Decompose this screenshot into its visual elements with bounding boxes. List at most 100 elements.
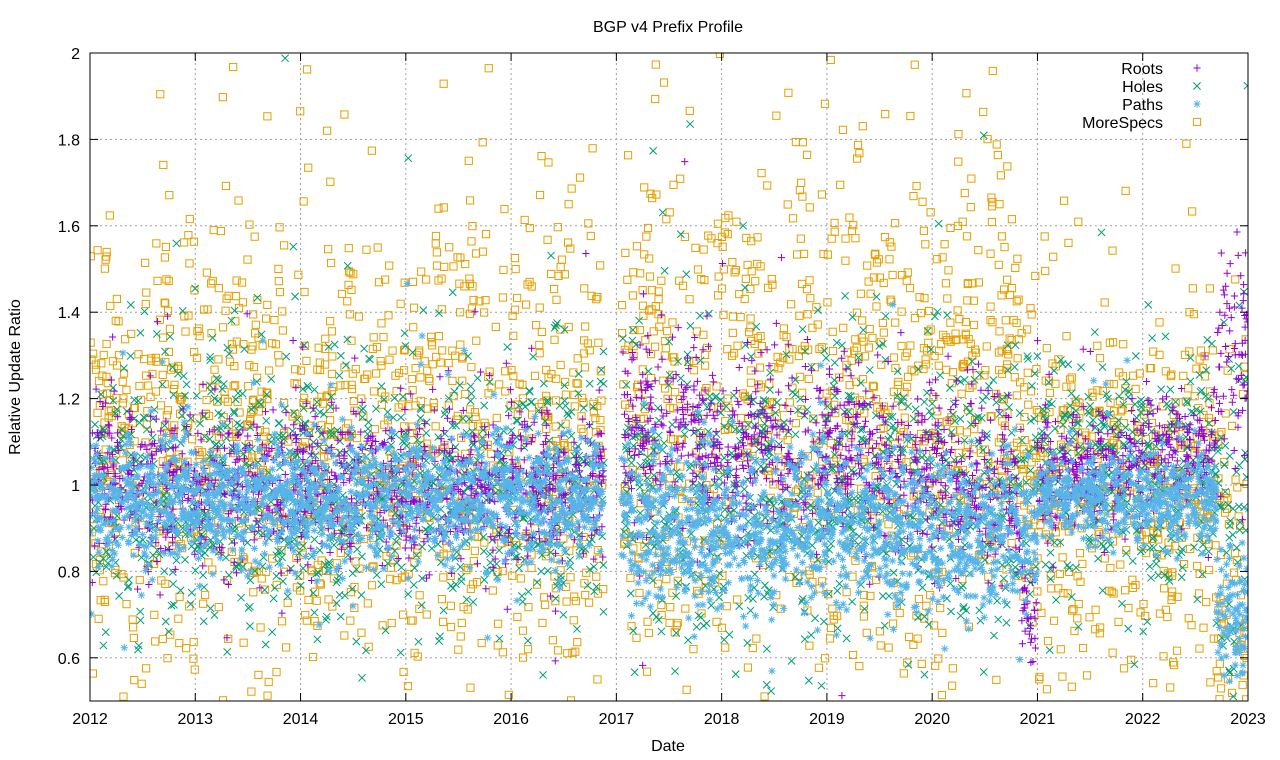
data-point — [543, 235, 552, 244]
data-point — [1124, 603, 1133, 613]
data-point — [596, 377, 605, 386]
data-point — [696, 311, 705, 320]
data-point — [526, 398, 535, 407]
data-point — [753, 259, 762, 269]
data-point — [1052, 595, 1061, 604]
data-point — [884, 405, 893, 415]
data-point — [272, 572, 281, 581]
data-point — [254, 670, 263, 680]
data-point — [954, 157, 963, 166]
data-point — [119, 369, 129, 378]
data-point — [1188, 284, 1198, 293]
data-point — [657, 627, 666, 636]
data-point — [161, 617, 170, 626]
data-point — [579, 398, 588, 407]
data-point — [1042, 685, 1052, 694]
data-point — [714, 403, 723, 412]
data-point — [202, 395, 211, 405]
data-point — [344, 267, 354, 276]
data-point — [962, 428, 971, 437]
data-point — [250, 329, 260, 338]
data-point — [223, 647, 232, 656]
data-point — [336, 351, 345, 360]
data-point — [1215, 695, 1224, 701]
data-point — [842, 415, 851, 424]
data-point — [954, 130, 963, 139]
data-point — [1012, 391, 1021, 400]
data-point — [310, 385, 319, 394]
data-point — [564, 322, 573, 332]
data-point — [828, 346, 838, 356]
data-point — [1097, 539, 1106, 548]
data-point — [563, 649, 572, 658]
data-point — [172, 556, 181, 565]
data-point — [551, 422, 560, 431]
data-point — [118, 399, 127, 408]
data-point — [906, 111, 915, 121]
data-point — [264, 677, 273, 687]
data-point — [958, 217, 967, 226]
data-point — [645, 272, 655, 281]
data-point — [1098, 586, 1107, 595]
data-point — [714, 272, 723, 281]
data-point — [707, 601, 716, 610]
data-point — [1242, 373, 1248, 382]
data-point — [250, 232, 259, 241]
data-point — [954, 448, 963, 458]
data-point — [593, 589, 603, 598]
data-point — [221, 181, 231, 191]
data-point — [249, 362, 259, 372]
data-point — [693, 265, 703, 274]
data-point — [721, 643, 730, 652]
data-point — [119, 692, 128, 701]
data-point — [292, 583, 301, 592]
data-point — [439, 79, 448, 88]
data-point — [904, 632, 914, 642]
data-point — [373, 243, 382, 252]
data-point — [282, 352, 291, 361]
data-point — [822, 354, 830, 362]
chart-title: BGP v4 Prefix Profile — [593, 19, 743, 36]
data-point — [885, 591, 893, 600]
data-point — [163, 406, 173, 415]
data-point — [900, 413, 909, 422]
data-point — [743, 663, 753, 672]
data-point — [838, 125, 848, 134]
data-point — [315, 365, 325, 375]
data-point — [557, 255, 567, 264]
data-point — [169, 385, 178, 394]
data-point — [1042, 344, 1051, 353]
data-point — [1014, 295, 1023, 304]
data-point — [575, 173, 585, 182]
data-point — [146, 392, 155, 401]
data-point — [194, 324, 204, 333]
data-point — [1131, 351, 1140, 360]
data-point — [130, 676, 139, 685]
data-point — [624, 341, 633, 350]
data-point — [1004, 350, 1013, 359]
data-point — [953, 306, 962, 315]
data-point — [231, 395, 240, 404]
data-point — [343, 297, 352, 306]
data-point — [224, 430, 232, 438]
data-point — [1013, 254, 1022, 263]
data-point — [460, 282, 469, 291]
data-point — [1154, 571, 1163, 580]
data-point — [865, 324, 874, 334]
data-point — [508, 571, 517, 580]
data-point — [129, 623, 138, 632]
data-point — [636, 269, 645, 278]
data-point — [1059, 420, 1068, 429]
data-point — [1243, 81, 1248, 90]
data-point — [691, 243, 700, 252]
data-point — [1164, 538, 1173, 547]
data-point — [770, 362, 779, 372]
data-point — [676, 174, 685, 183]
data-point — [353, 545, 362, 554]
data-point — [741, 283, 749, 292]
data-point — [988, 318, 997, 327]
data-point — [112, 394, 121, 403]
data-point — [987, 193, 996, 202]
data-point — [988, 462, 998, 471]
data-point — [1024, 400, 1033, 409]
